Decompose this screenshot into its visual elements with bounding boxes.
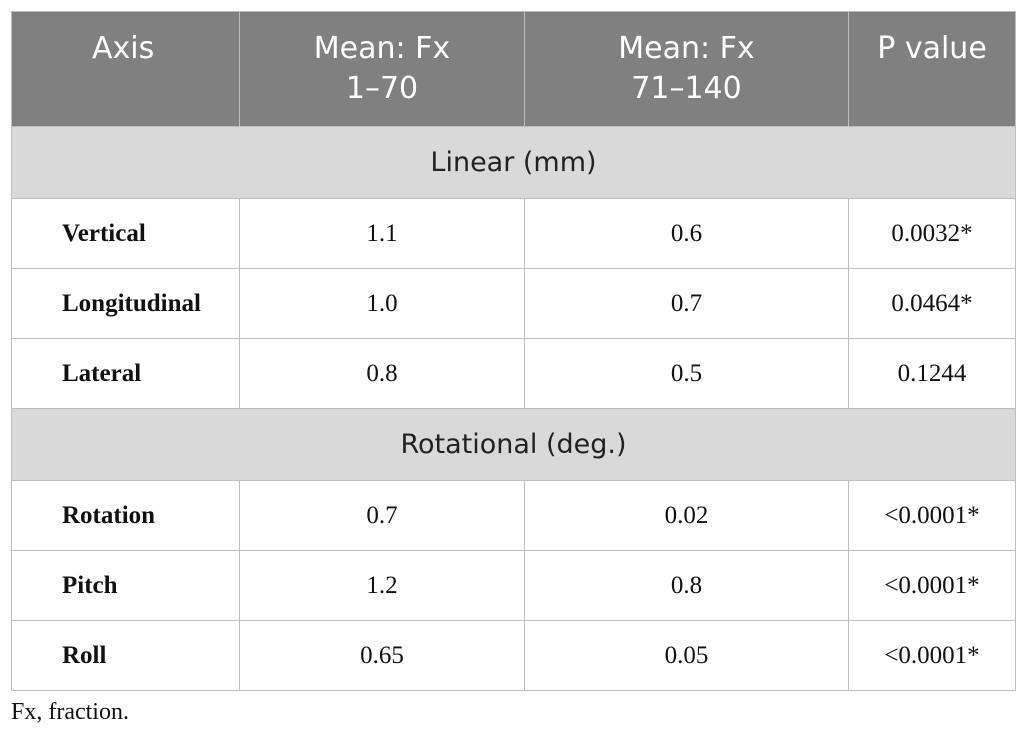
data-row: Longitudinal 1.0 0.7 0.0464*: [11, 268, 1016, 339]
cell-value: 1.1: [239, 198, 525, 269]
row-label: Rotation: [11, 480, 240, 551]
data-table: Axis Mean: Fx 1–70 Mean: Fx 71–140 P value …: [11, 11, 1016, 691]
section-title: Rotational (deg.): [11, 408, 1016, 481]
row-label: Lateral: [11, 338, 240, 409]
cell-value: 0.5: [524, 338, 849, 409]
section-row: Linear (mm): [11, 126, 1016, 199]
cell-value: <0.0001*: [848, 550, 1016, 621]
footnote: Fx, fraction.: [11, 699, 129, 725]
cell-value: 0.05: [524, 620, 849, 691]
data-row: Roll 0.65 0.05 <0.0001*: [11, 620, 1016, 691]
cell-value: 0.02: [524, 480, 849, 551]
data-row: Rotation 0.7 0.02 <0.0001*: [11, 480, 1016, 551]
header-cell: Axis: [11, 11, 240, 127]
row-label: Vertical: [11, 198, 240, 269]
cell-value: 0.1244: [848, 338, 1016, 409]
header-cell: Mean: Fx 1–70: [239, 11, 525, 127]
header-row: Axis Mean: Fx 1–70 Mean: Fx 71–140 P value: [11, 11, 1016, 127]
section-row: Rotational (deg.): [11, 408, 1016, 481]
cell-value: 0.8: [239, 338, 525, 409]
row-label: Roll: [11, 620, 240, 691]
cell-value: 0.6: [524, 198, 849, 269]
data-row: Lateral 0.8 0.5 0.1244: [11, 338, 1016, 409]
cell-value: 0.0032*: [848, 198, 1016, 269]
row-label: Longitudinal: [11, 268, 240, 339]
cell-value: 1.0: [239, 268, 525, 339]
cell-value: 1.2: [239, 550, 525, 621]
cell-value: 0.7: [239, 480, 525, 551]
cell-value: 0.7: [524, 268, 849, 339]
cell-value: 0.8: [524, 550, 849, 621]
row-label: Pitch: [11, 550, 240, 621]
data-row: Pitch 1.2 0.8 <0.0001*: [11, 550, 1016, 621]
cell-value: 0.65: [239, 620, 525, 691]
cell-value: <0.0001*: [848, 480, 1016, 551]
cell-value: <0.0001*: [848, 620, 1016, 691]
header-cell: Mean: Fx 71–140: [524, 11, 849, 127]
cell-value: 0.0464*: [848, 268, 1016, 339]
data-row: Vertical 1.1 0.6 0.0032*: [11, 198, 1016, 269]
header-cell: P value: [848, 11, 1016, 127]
section-title: Linear (mm): [11, 126, 1016, 199]
